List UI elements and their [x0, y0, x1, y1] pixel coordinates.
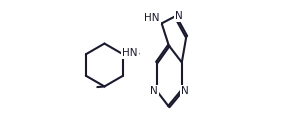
Text: N: N	[175, 11, 183, 21]
Text: N: N	[150, 86, 157, 96]
Text: HN: HN	[144, 13, 160, 23]
Text: N: N	[181, 86, 189, 96]
Text: HN: HN	[123, 48, 138, 58]
